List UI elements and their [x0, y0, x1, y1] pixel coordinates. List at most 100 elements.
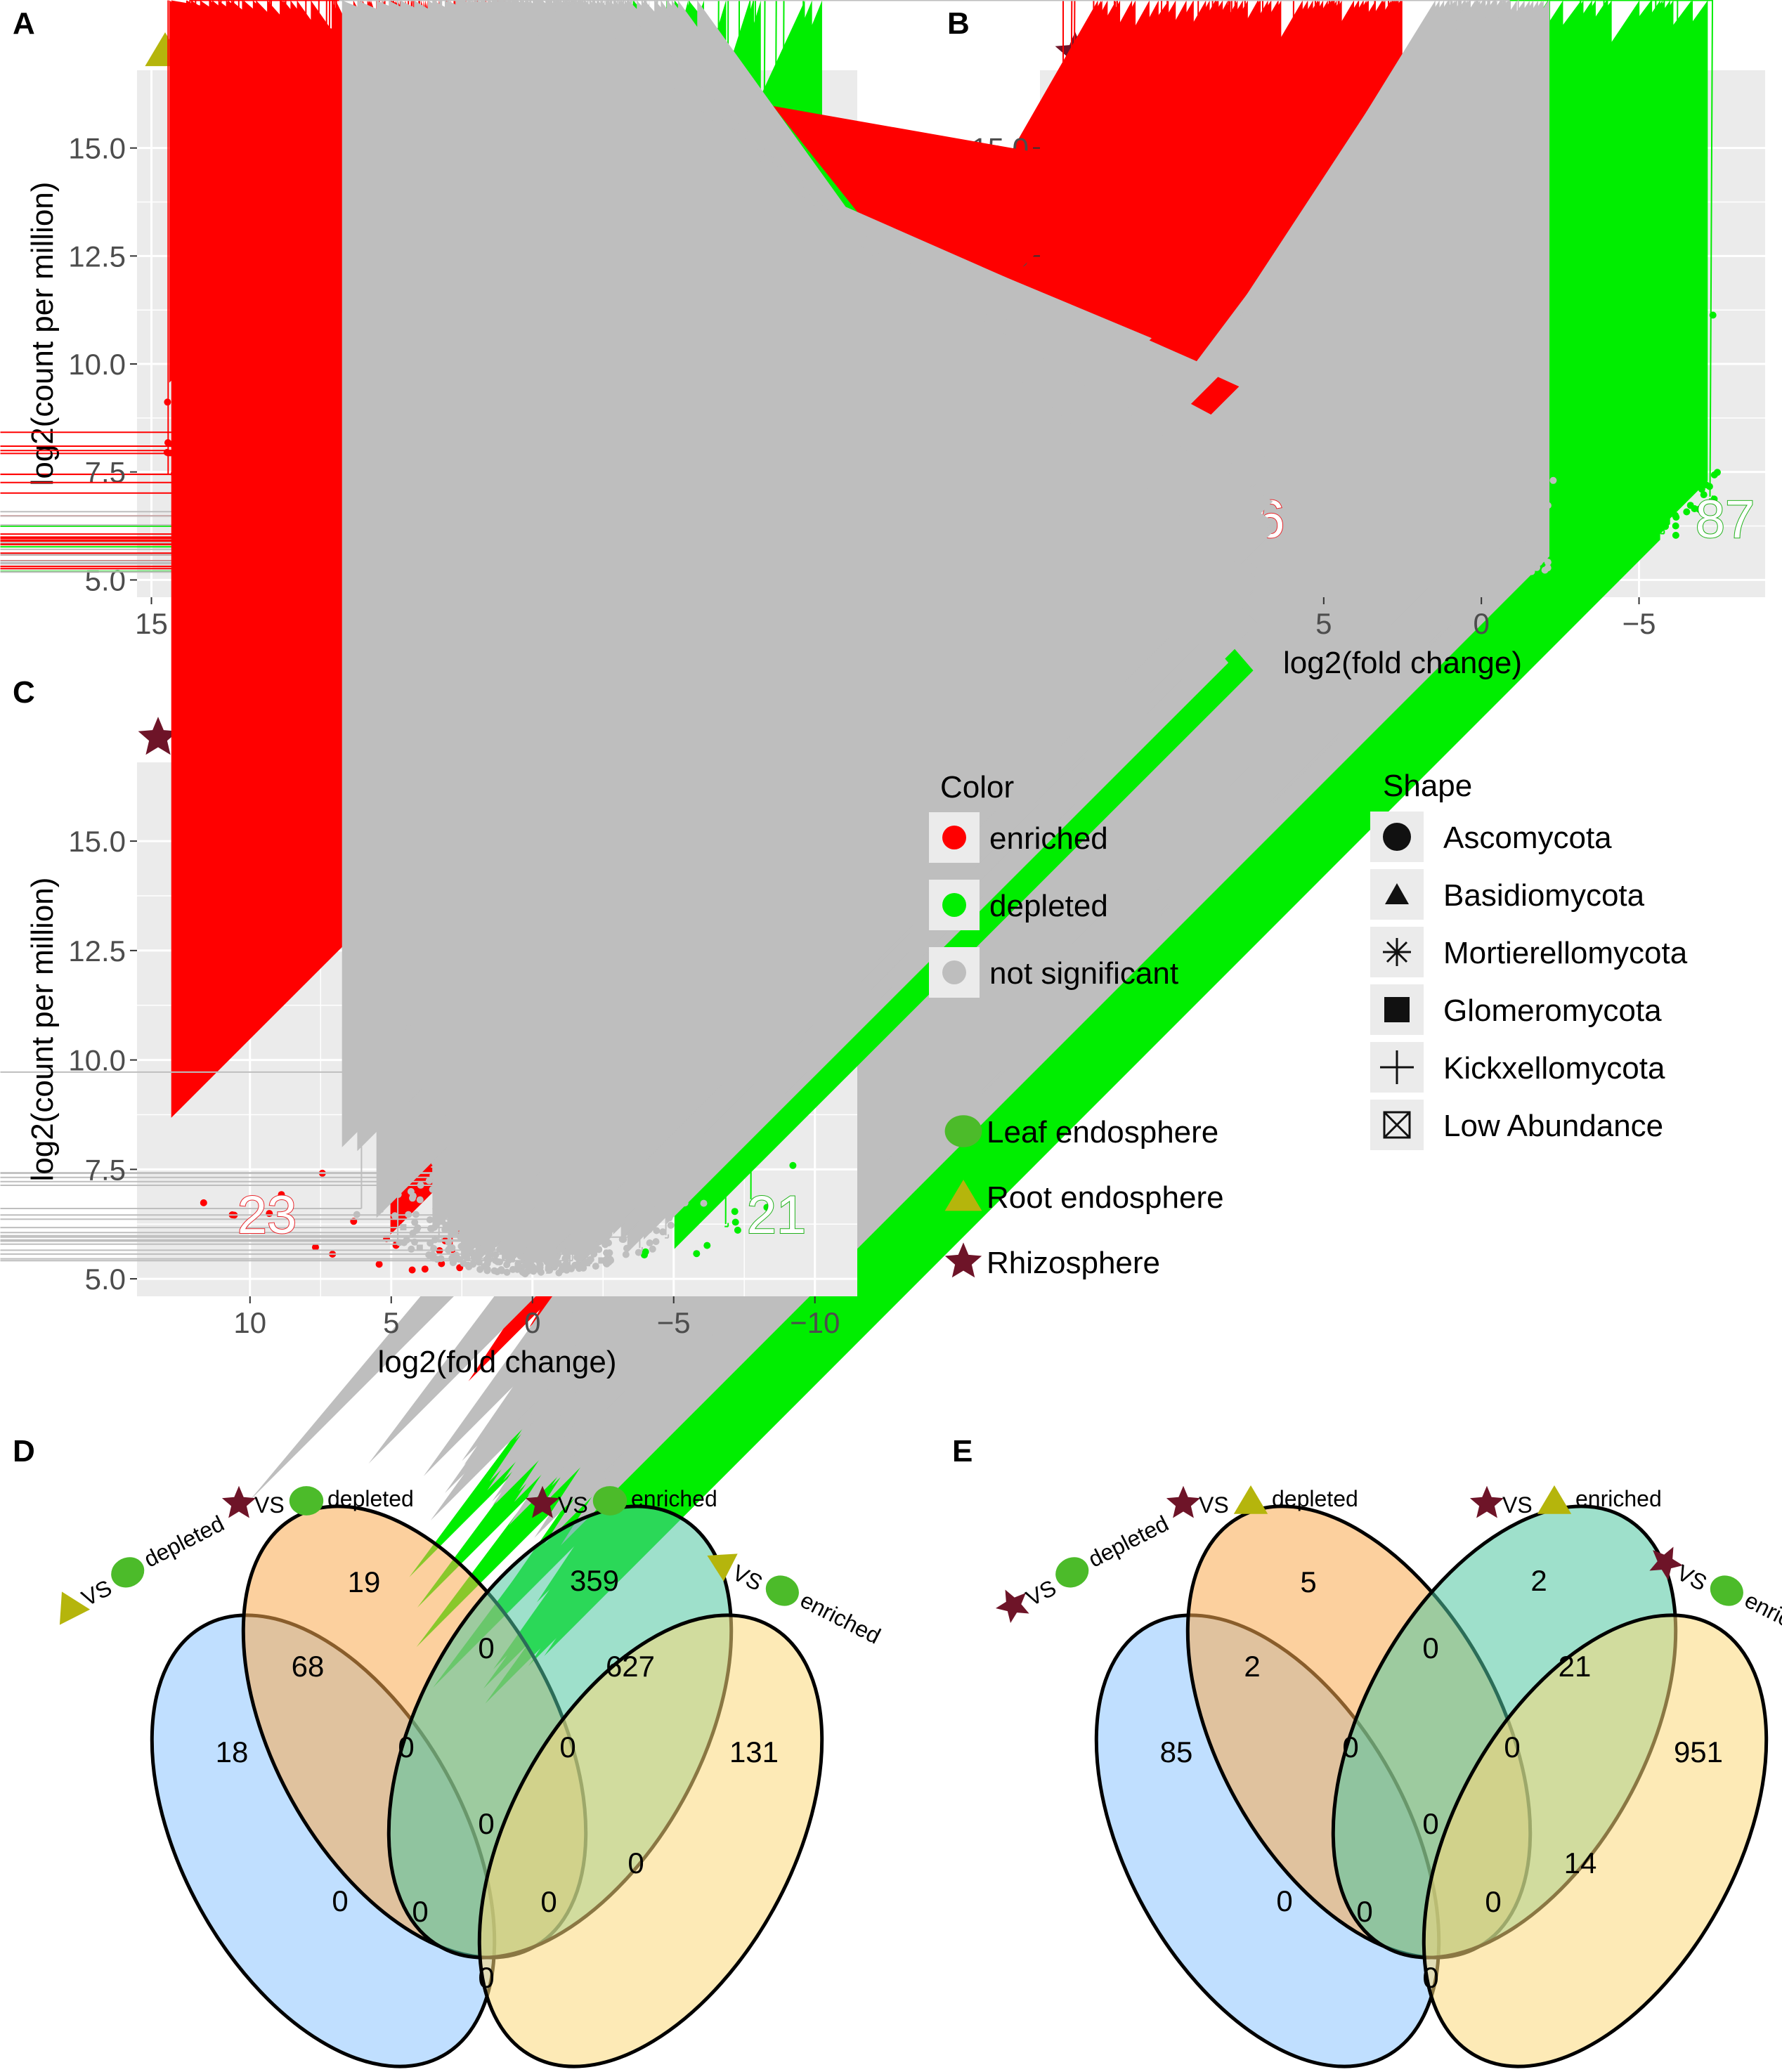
data-point: [600, 1225, 608, 1232]
data-point: [353, 1211, 360, 1218]
data-point: [408, 1266, 416, 1274]
data-point: [429, 1185, 436, 1193]
data-point: [494, 1258, 502, 1265]
data-point: [1497, 516, 1505, 524]
venn-region-count: 0: [478, 1807, 494, 1840]
venn-set-4: [1422, 1613, 1769, 2068]
root-endosphere-icon: [59, 1591, 91, 1625]
data-point: [734, 1226, 741, 1234]
data-point: [641, 1251, 648, 1259]
data-point: [517, 1213, 525, 1220]
legend-color-title: Color: [940, 770, 1014, 804]
data-point: [1549, 476, 1557, 484]
venn-region-count: 627: [606, 1650, 655, 1683]
data-point: [164, 439, 171, 446]
data-point: [602, 1233, 610, 1241]
legend-shape-title: Shape: [1383, 769, 1472, 803]
venn-set-word: enriched: [1575, 1486, 1662, 1511]
data-point: [1495, 541, 1502, 549]
data-point: [397, 1177, 405, 1185]
data-point: [1683, 508, 1691, 516]
x-axis-title: log2(fold change): [377, 1345, 616, 1379]
data-point: [596, 1237, 603, 1244]
data-point: [431, 1236, 439, 1244]
venn-region-count: 2: [1530, 1564, 1547, 1597]
data-point: [496, 1246, 503, 1253]
legend-shape-icon: [1385, 883, 1409, 904]
data-point: [490, 1267, 498, 1275]
venn-set-word: depleted: [1084, 1511, 1173, 1572]
data-point: [409, 1194, 416, 1202]
x-tick-label: 15: [135, 607, 168, 640]
root-endosphere-icon: [1537, 1485, 1572, 1514]
data-point: [425, 1177, 433, 1185]
venn-region-count: 0: [627, 1846, 644, 1879]
data-point: [441, 1225, 449, 1233]
venn-region-count: 2: [1244, 1650, 1260, 1683]
data-point: [595, 1246, 603, 1253]
x-tick-label: 10: [233, 1306, 266, 1339]
venn-region-count: 0: [1342, 1731, 1358, 1764]
venn-diagram-E: E 85 5 2 951 2 21 0 0 0 0 0 14 0 0 0 VS depleted VS deplete…: [952, 1434, 1782, 2068]
data-point: [507, 1234, 514, 1242]
data-point: [405, 1024, 412, 1032]
data-point: [528, 1256, 536, 1264]
venn-region-count: 131: [729, 1735, 779, 1768]
data-point: [1672, 531, 1679, 539]
data-point: [1535, 465, 1542, 472]
data-point: [547, 1260, 555, 1268]
y-tick-label: 12.5: [68, 240, 126, 273]
data-point: [408, 1160, 416, 1168]
x-tick-label: 0: [524, 1306, 540, 1339]
venn-region-count: 0: [1276, 1884, 1292, 1917]
data-point: [703, 1242, 711, 1249]
venn-region-count: 21: [1559, 1650, 1592, 1683]
rhizosphere-icon: [138, 717, 178, 755]
data-point: [498, 1267, 506, 1275]
data-point: [547, 0, 1225, 1226]
venn-region-count: 0: [478, 1631, 494, 1664]
y-tick-label: 15.0: [68, 132, 126, 165]
data-point: [606, 1180, 614, 1187]
data-point: [405, 1211, 412, 1218]
data-point: [411, 1218, 419, 1226]
data-point: [481, 1244, 488, 1252]
venn-diagram-D: D 18 19 359 131 68 627 0 0 0 0 0 0 0 0 0 VS depleted VS dep…: [13, 1434, 885, 2068]
data-point: [465, 1208, 473, 1216]
legend-color-label: not significant: [989, 956, 1178, 991]
rhizosphere-icon: [221, 1485, 256, 1518]
rhizosphere-icon: [1469, 1485, 1504, 1518]
legend-compartment-label: Root endosphere: [987, 1180, 1224, 1215]
depleted-count: 87: [1696, 490, 1755, 549]
data-point: [1527, 552, 1535, 560]
y-tick-label: 5.0: [85, 1263, 126, 1296]
rhizosphere-icon: [1166, 1485, 1201, 1518]
root-endosphere-icon: [707, 1553, 738, 1582]
data-point: [469, 1235, 476, 1243]
x-tick-label: −5: [657, 1306, 691, 1339]
data-point: [1691, 505, 1698, 512]
leaf-endosphere-icon: [289, 1486, 324, 1516]
data-point: [278, 1191, 285, 1199]
data-point: [697, 1164, 705, 1172]
legend-shape-label: Glomeromycota: [1443, 993, 1662, 1028]
data-point: [553, 1253, 561, 1260]
x-tick-label: 5: [383, 1306, 399, 1339]
data-point: [1460, 518, 1468, 526]
data-point: [515, 1221, 523, 1229]
legend-shape-icon: [1380, 1050, 1414, 1084]
data-point: [1700, 491, 1708, 499]
data-point: [545, 1265, 552, 1273]
venn-set-word: enriched: [631, 1486, 717, 1511]
rhizosphere-icon: [995, 1589, 1029, 1624]
panel-letter: E: [952, 1434, 973, 1468]
data-point: [649, 1245, 656, 1253]
data-point: [1442, 549, 1450, 557]
data-point: [562, 1260, 570, 1268]
data-point: [584, 1260, 590, 1267]
data-point: [200, 1199, 207, 1206]
venn-region-count: 85: [1160, 1735, 1193, 1768]
